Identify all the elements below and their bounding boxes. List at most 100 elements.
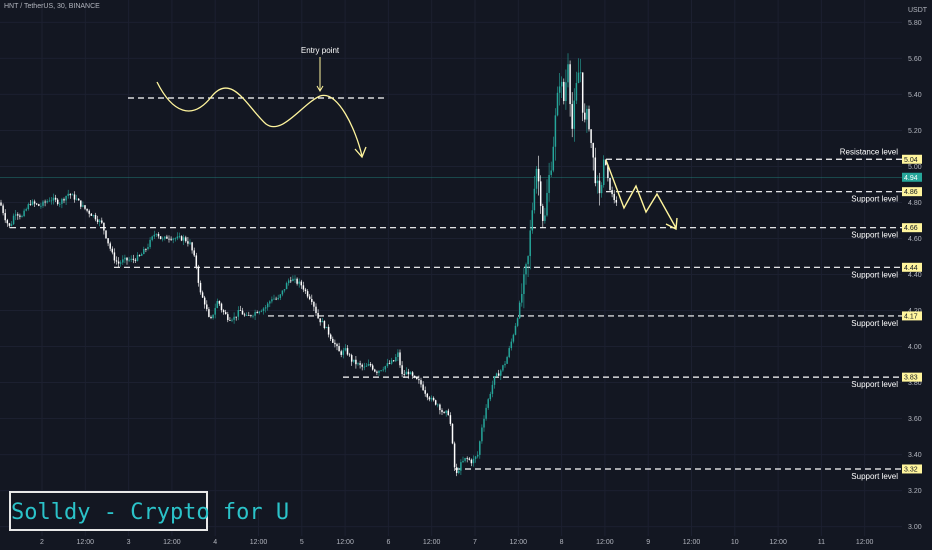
brand-watermark: Solldy - Crypto for U bbox=[9, 491, 289, 531]
candle-body bbox=[17, 214, 19, 216]
candle-body bbox=[12, 215, 15, 225]
candle-body bbox=[416, 377, 418, 380]
candle-body bbox=[88, 210, 90, 214]
candle-body bbox=[338, 346, 340, 352]
price-axis: 5.805.605.405.205.004.804.604.404.204.00… bbox=[908, 20, 922, 531]
candle-body bbox=[80, 200, 82, 207]
candle-body bbox=[342, 350, 345, 355]
candle-body bbox=[304, 289, 307, 292]
entry-point-label: Entry point bbox=[301, 46, 340, 55]
axis-unit-label: USDT bbox=[908, 7, 928, 14]
candle-body bbox=[348, 354, 351, 356]
candle-body bbox=[605, 159, 607, 166]
candle-body bbox=[376, 371, 378, 373]
candle-body bbox=[586, 108, 588, 120]
candle-body bbox=[50, 200, 53, 202]
candle-body bbox=[287, 280, 290, 284]
candle-body bbox=[397, 352, 399, 358]
candle-body bbox=[361, 364, 363, 367]
candle-body bbox=[21, 216, 23, 217]
candle-body bbox=[413, 375, 416, 378]
y-tick-label: 5.00 bbox=[908, 164, 922, 171]
candle-body bbox=[44, 201, 46, 203]
candle-body bbox=[596, 180, 599, 184]
candle-body bbox=[122, 259, 124, 263]
candle-body bbox=[609, 178, 611, 191]
candle-body bbox=[325, 326, 328, 329]
candle-body bbox=[126, 257, 128, 261]
candle-body bbox=[355, 359, 357, 365]
candle-body bbox=[353, 359, 355, 362]
candle-body bbox=[92, 215, 95, 216]
candle-body bbox=[468, 458, 471, 460]
candle-body bbox=[607, 165, 609, 179]
entry-wave-arrowhead bbox=[354, 146, 367, 159]
candle-body bbox=[269, 301, 271, 304]
candle-body bbox=[380, 370, 382, 372]
candle-body bbox=[208, 309, 210, 317]
candle-body bbox=[485, 407, 487, 419]
candle-body bbox=[166, 236, 168, 239]
candle-body bbox=[245, 315, 248, 316]
x-tick-label: 12:00 bbox=[423, 539, 441, 546]
candle-body bbox=[159, 236, 162, 240]
candle-body bbox=[500, 370, 502, 376]
candle-body bbox=[439, 404, 441, 411]
candle-body bbox=[229, 319, 231, 321]
level-price-value: 4.17 bbox=[904, 313, 918, 320]
candle-body bbox=[441, 410, 443, 413]
candle-body bbox=[59, 203, 61, 205]
candle-body bbox=[533, 188, 536, 211]
candle-body bbox=[315, 306, 317, 314]
candle-body bbox=[61, 199, 63, 204]
candle-body bbox=[10, 224, 13, 226]
candle-body bbox=[292, 278, 294, 282]
y-tick-label: 4.00 bbox=[908, 344, 922, 351]
candle-body bbox=[611, 190, 613, 195]
candle-body bbox=[193, 250, 195, 256]
candle-body bbox=[206, 304, 208, 310]
candle-body bbox=[602, 159, 605, 185]
y-tick-label: 3.40 bbox=[908, 452, 922, 459]
level-price-tag bbox=[902, 154, 922, 164]
candle-body bbox=[546, 192, 548, 216]
x-tick-label: 8 bbox=[560, 539, 564, 546]
candle-body bbox=[256, 312, 258, 314]
candle-body bbox=[300, 281, 303, 286]
candle-body bbox=[569, 64, 571, 105]
candle-body bbox=[218, 301, 221, 304]
candle-body bbox=[390, 360, 393, 364]
candle-body bbox=[565, 82, 567, 102]
x-tick-label: 12:00 bbox=[250, 539, 268, 546]
candle-body bbox=[19, 215, 21, 217]
candle-body bbox=[502, 365, 504, 371]
candle-body bbox=[153, 234, 156, 237]
candle-body bbox=[203, 297, 206, 305]
candle-body bbox=[113, 252, 116, 261]
candle-body bbox=[451, 423, 454, 444]
candle-body bbox=[235, 316, 237, 318]
candle-body bbox=[46, 201, 48, 203]
y-tick-label: 4.60 bbox=[908, 236, 922, 243]
candle-body bbox=[170, 238, 172, 240]
candle-body bbox=[365, 365, 368, 367]
candle-body bbox=[273, 298, 275, 300]
candle-body bbox=[529, 230, 531, 257]
level-label: Support level bbox=[851, 270, 898, 279]
candle-body bbox=[210, 316, 212, 319]
candle-body bbox=[185, 237, 187, 242]
candle-body bbox=[290, 280, 292, 282]
candle-body bbox=[346, 348, 349, 355]
candle-body bbox=[180, 236, 183, 241]
projection-zigzag bbox=[605, 159, 677, 229]
level-label: Resistance level bbox=[840, 147, 898, 156]
candle-body bbox=[306, 291, 309, 297]
candle-body bbox=[426, 393, 429, 398]
candle-body bbox=[271, 299, 273, 302]
candle-body bbox=[445, 410, 447, 413]
candle-body bbox=[430, 397, 433, 400]
candle-body bbox=[600, 184, 603, 194]
candle-body bbox=[489, 393, 492, 400]
